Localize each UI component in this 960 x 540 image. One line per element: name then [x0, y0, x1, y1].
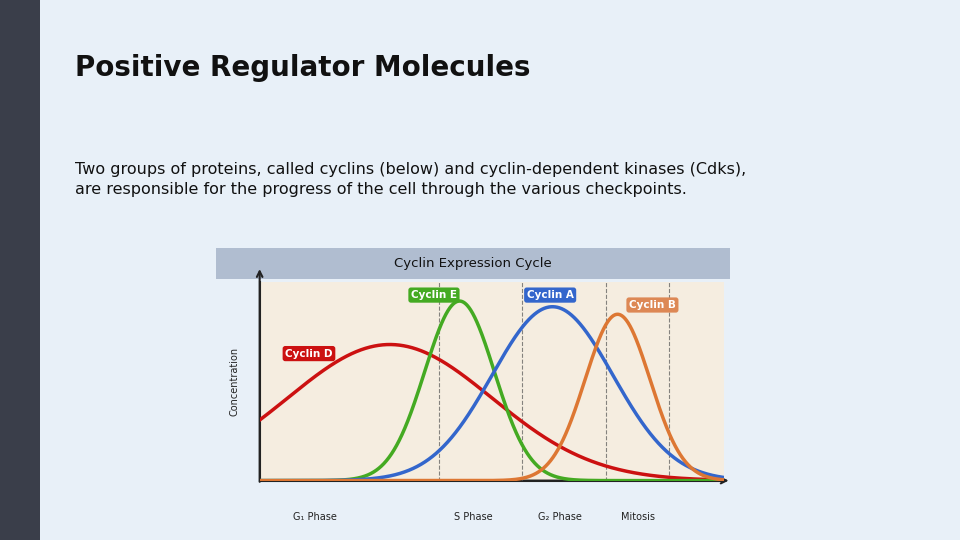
Text: G₁ Phase: G₁ Phase: [294, 512, 337, 522]
Text: Positive Regulator Molecules: Positive Regulator Molecules: [75, 54, 531, 82]
Text: Cyclin D: Cyclin D: [285, 349, 333, 359]
Text: Cyclin E: Cyclin E: [411, 290, 457, 300]
Text: Cyclin Expression Cycle: Cyclin Expression Cycle: [394, 258, 552, 271]
FancyBboxPatch shape: [216, 248, 730, 280]
Text: Two groups of proteins, called cyclins (below) and cyclin-dependent kinases (Cdk: Two groups of proteins, called cyclins (…: [75, 162, 747, 197]
Text: Cyclin B: Cyclin B: [629, 300, 676, 310]
Text: Cyclin A: Cyclin A: [527, 290, 573, 300]
Text: Mitosis: Mitosis: [621, 512, 656, 522]
Text: S Phase: S Phase: [454, 512, 492, 522]
Text: G₂ Phase: G₂ Phase: [538, 512, 582, 522]
Text: Concentration: Concentration: [229, 347, 239, 416]
